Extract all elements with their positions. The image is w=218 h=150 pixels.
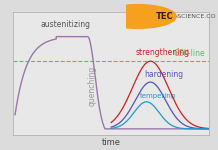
Text: -SCIENCE.CO: -SCIENCE.CO — [176, 14, 217, 19]
Text: TEC: TEC — [156, 12, 174, 21]
Text: quenching: quenching — [88, 66, 97, 106]
Circle shape — [99, 5, 176, 28]
Text: austenitizing: austenitizing — [41, 20, 90, 29]
Text: tempering: tempering — [140, 93, 176, 99]
X-axis label: time: time — [102, 138, 121, 147]
Text: strengthening: strengthening — [135, 48, 189, 57]
Text: hardening: hardening — [145, 70, 184, 79]
Text: GSK-line: GSK-line — [174, 48, 205, 57]
